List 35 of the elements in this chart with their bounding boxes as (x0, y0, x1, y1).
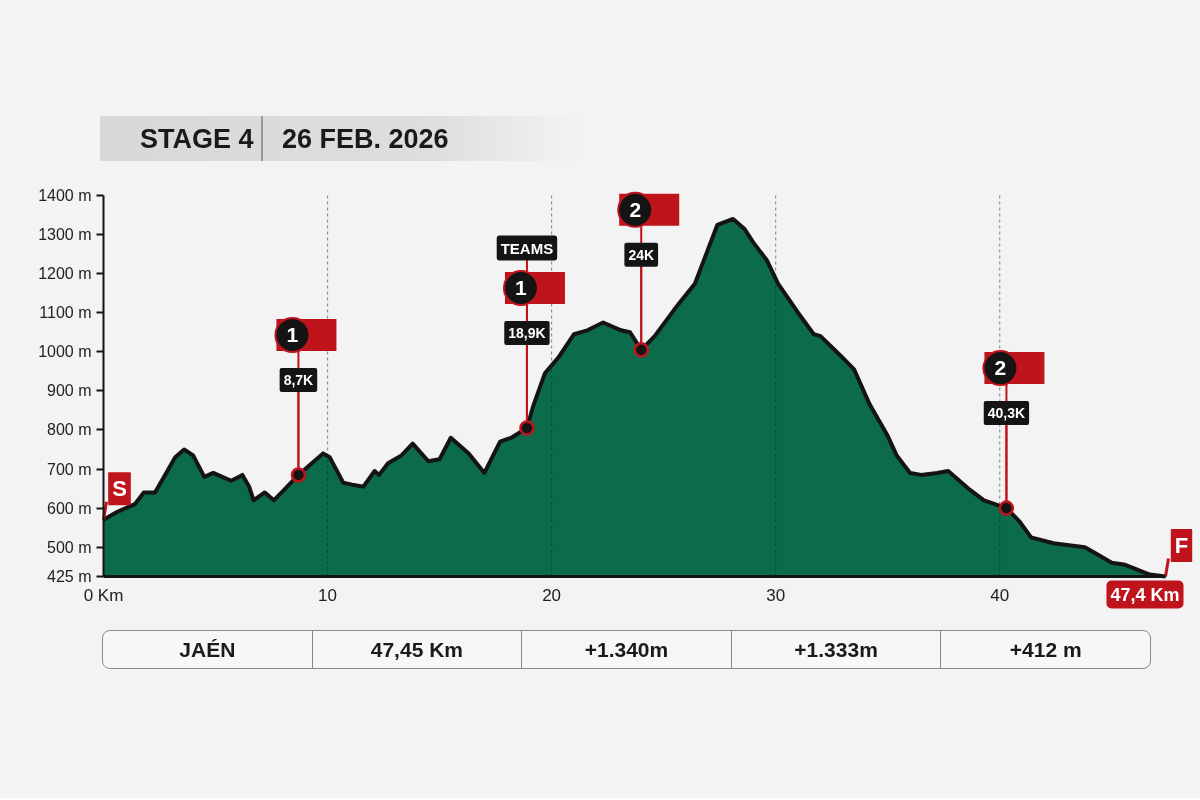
y-tick-label: 1100 m (39, 304, 92, 322)
annotation: 40,3K (987, 405, 1026, 422)
y-tick-label: 1400 m (38, 187, 92, 204)
x-tick-label: 30 (766, 585, 786, 605)
y-tick-label: 800 m (47, 421, 92, 439)
x-tick-label: 10 (318, 585, 338, 605)
y-tick-label: 425 m (47, 568, 92, 585)
annotation: 47,4 Km (1110, 584, 1180, 605)
y-tick-label: 700 m (47, 460, 92, 478)
annotation: 1 (515, 276, 528, 300)
chart-subtitle: 26 FEB. 2026 (282, 123, 449, 156)
annotation: S (112, 476, 127, 502)
annotation: 24K (628, 246, 655, 263)
text: 47,45 Km (312, 631, 523, 668)
text: +1.340m (522, 631, 732, 668)
y-tick-label: 900 m (47, 382, 92, 400)
annotation: 18,9K (508, 325, 546, 342)
annotation: 2 (994, 356, 1007, 380)
y-tick-label: 600 m (47, 499, 92, 517)
annotation: 1 (286, 322, 299, 346)
annotation: 2 (629, 197, 642, 221)
x-tick-label: 0 Km (83, 585, 124, 605)
text: +412 m (1008, 636, 1083, 663)
y-tick-label: 1300 m (38, 226, 92, 244)
annotation: TEAMS (500, 239, 554, 257)
chart-title: STAGE 4 (140, 123, 254, 156)
annotation: F (1174, 533, 1189, 558)
text: +1.333m (731, 631, 942, 668)
text: JAÉN (103, 631, 313, 668)
annotation: 8,7K (283, 371, 314, 388)
y-tick-label: 500 m (47, 538, 92, 556)
y-tick-label: 1200 m (38, 265, 92, 283)
x-tick-label: 40 (990, 585, 1010, 605)
x-tick-label: 20 (542, 585, 562, 605)
y-tick-label: 1000 m (38, 343, 92, 361)
